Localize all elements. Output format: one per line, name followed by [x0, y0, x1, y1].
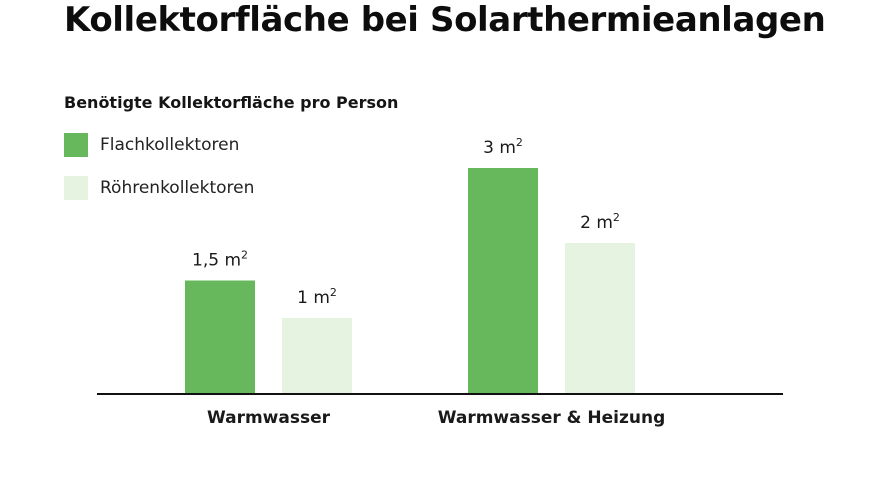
bar-roehrenkollektoren-warmwasser-und-heizung — [565, 243, 635, 393]
bar-flachkollektoren-warmwasser — [185, 280, 255, 393]
legend-item-flachkollektoren: Flachkollektoren — [64, 133, 239, 157]
bar-value-label-flachkollektoren-warmwasser-und-heizung: 3 m2 — [483, 136, 523, 158]
legend-label-flachkollektoren: Flachkollektoren — [100, 135, 240, 155]
bar-flachkollektoren-warmwasser-und-heizung — [468, 168, 538, 393]
legend-swatch-flachkollektoren — [64, 133, 88, 157]
bar-roehrenkollektoren-warmwasser — [282, 318, 352, 393]
category-label-warmwasser-und-heizung: Warmwasser & Heizung — [438, 408, 666, 428]
bar-value-label-flachkollektoren-warmwasser: 1,5 m2 — [192, 249, 248, 271]
chart-title: Kollektorfläche bei Solarthermieanlagen — [64, 0, 826, 40]
legend-label-roehrenkollektoren: Röhrenkollektoren — [100, 178, 255, 198]
category-label-warmwasser: Warmwasser — [207, 408, 331, 428]
legend-swatch-roehrenkollektoren — [64, 176, 88, 200]
chart-subtitle: Benötigte Kollektorfläche pro Person — [64, 93, 399, 112]
bar-value-label-roehrenkollektoren-warmwasser-und-heizung: 2 m2 — [580, 211, 620, 233]
bar-value-label-roehrenkollektoren-warmwasser: 1 m2 — [297, 286, 337, 308]
legend-item-roehrenkollektoren: Röhrenkollektoren — [64, 176, 254, 200]
